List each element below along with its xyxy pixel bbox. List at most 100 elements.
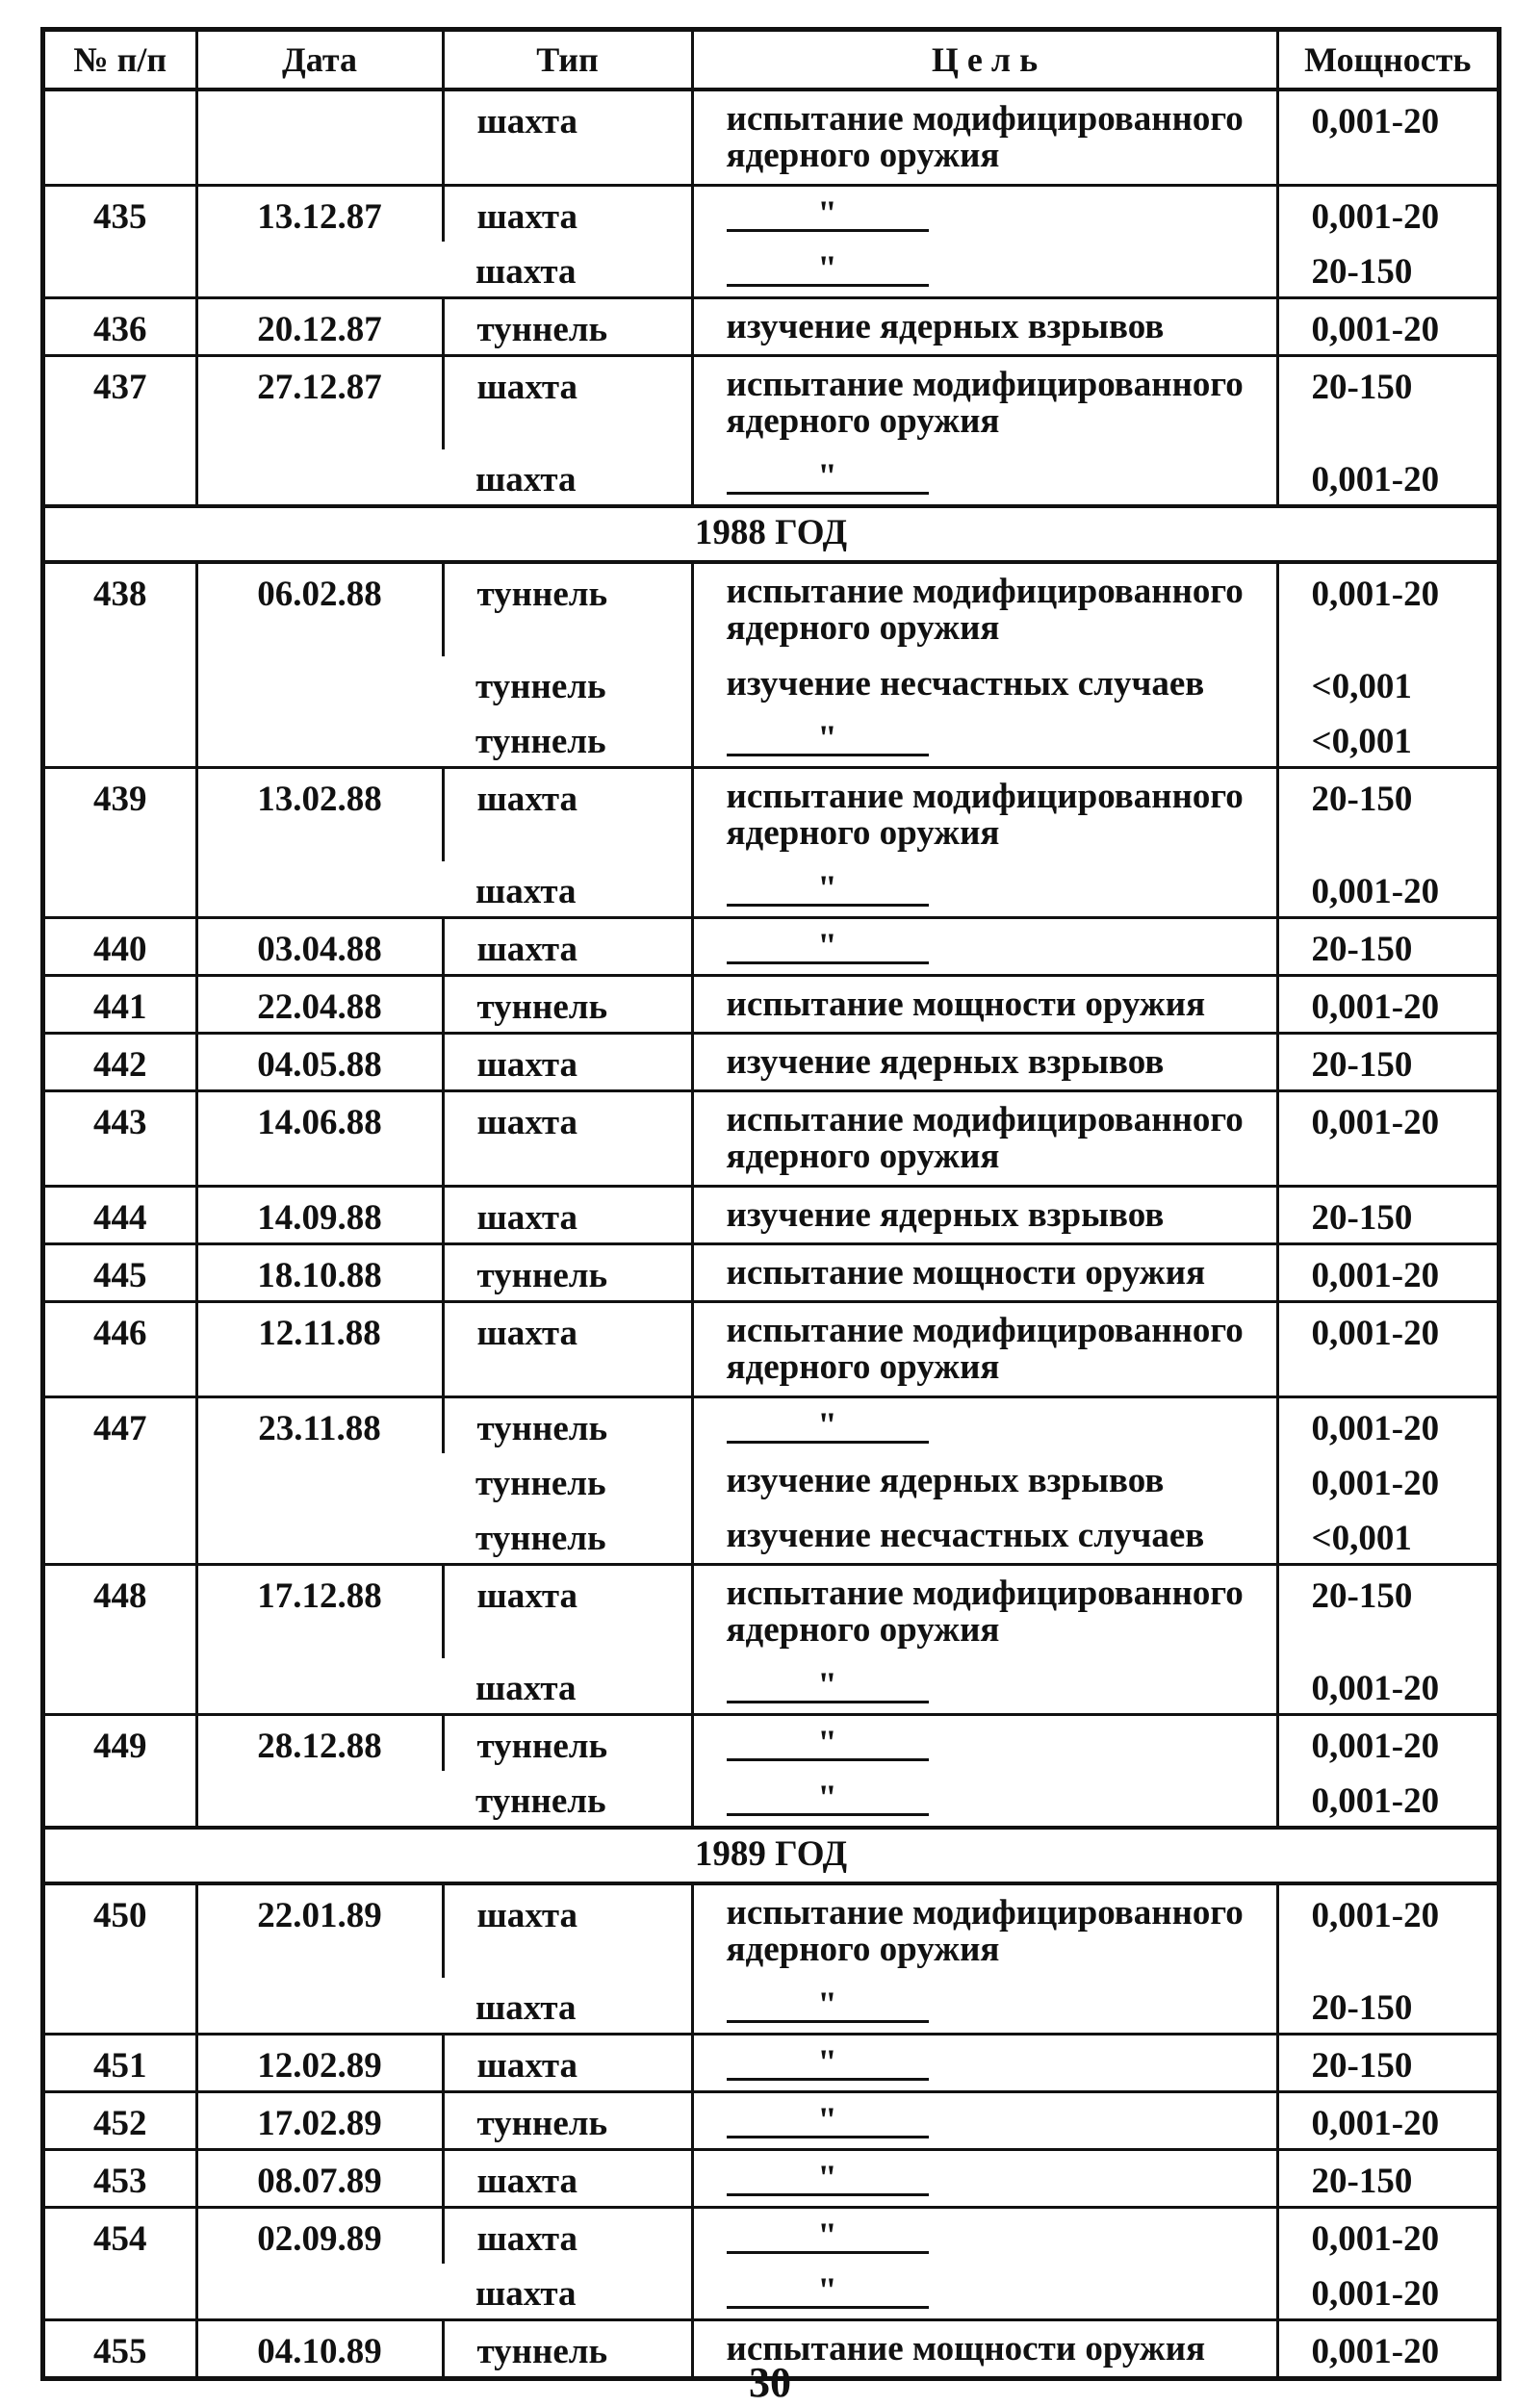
table-row: 453 08.07.89 шахта " 20-150 <box>45 2148 1497 2208</box>
test-goal: испытание модифицированного ядерного ору… <box>690 1089 1277 1187</box>
ditto-mark: " <box>726 2218 929 2254</box>
test-goal: испытание модифицированного ядерного ору… <box>690 766 1277 861</box>
test-type: шахта <box>441 1089 692 1187</box>
test-goal: " <box>690 449 1277 506</box>
table-row: 442 04.05.88 шахта изучение ядерных взрывов… <box>45 1032 1497 1091</box>
test-type: шахта <box>475 1988 577 2028</box>
test-number: 448 <box>45 1563 196 1715</box>
test-type: шахта <box>441 1032 692 1091</box>
table-row: шахта " 20-150 <box>45 242 1497 298</box>
year-header-row: 1989 ГОД <box>45 1826 1497 1885</box>
table-row: шахта " 0,001-20 <box>45 2264 1497 2320</box>
ditto-mark: " <box>726 1408 929 1444</box>
test-type: шахта <box>475 460 577 499</box>
test-number: 452 <box>45 2090 196 2150</box>
test-power: 20-150 <box>1275 2033 1497 2092</box>
table-row: туннель " <0,001 <box>45 711 1497 768</box>
header-date: Дата <box>194 32 443 91</box>
test-number: 443 <box>45 1089 196 1187</box>
test-goal: " <box>690 2206 1277 2264</box>
test-date: 04.05.88 <box>194 1032 443 1091</box>
test-goal: " <box>690 2264 1277 2320</box>
test-power: <0,001 <box>1275 1508 1497 1565</box>
test-type: шахта <box>475 252 577 292</box>
test-date: 04.10.89 <box>194 2318 443 2376</box>
test-power: 0,001-20 <box>1275 2206 1497 2264</box>
test-number: 446 <box>45 1300 196 1397</box>
table-row: туннель изучение несчастных случаев <0,001 <box>45 656 1497 711</box>
table-row: шахта испытание модифицированного ядерног… <box>45 88 1497 186</box>
test-type: шахта <box>441 1185 692 1244</box>
test-type: туннель <box>475 1519 606 1558</box>
test-type: туннель <box>441 296 692 356</box>
table-row: 435 13.12.87 шахта " 0,001-20 <box>45 184 1497 298</box>
table-row: 446 12.11.88 шахта испытание модифицированн… <box>45 1300 1497 1397</box>
test-table-container: № п/п Дата Тип Ц е л ь Мощность шахта исп… <box>40 27 1502 2381</box>
test-type: туннель <box>441 1713 692 1771</box>
test-power: 0,001-20 <box>1275 1242 1497 1302</box>
test-type: шахта <box>441 1300 692 1397</box>
table-row: 441 22.04.88 туннель испытание мощности ору… <box>45 974 1497 1034</box>
ditto-mark: " <box>726 2045 929 2081</box>
test-date: 22.04.88 <box>194 974 443 1034</box>
test-power: 0,001-20 <box>1275 2264 1497 2320</box>
table-row: шахта " 0,001-20 <box>45 1658 1497 1715</box>
test-goal: испытание модифицированного ядерного ору… <box>690 1882 1277 1978</box>
test-goal: " <box>690 916 1277 976</box>
test-type: шахта <box>441 1563 692 1658</box>
test-number: 444 <box>45 1185 196 1244</box>
test-power: 20-150 <box>1275 354 1497 449</box>
test-goal: " <box>690 1713 1277 1771</box>
table-row: шахта " 0,001-20 <box>45 449 1497 506</box>
test-date: 28.12.88 <box>194 1713 443 1828</box>
test-type: туннель <box>441 974 692 1034</box>
ditto-mark: " <box>726 1668 929 1703</box>
test-type: туннель <box>441 2318 692 2376</box>
test-type: туннель <box>441 2090 692 2150</box>
test-date: 20.12.87 <box>194 296 443 356</box>
table-row: 449 28.12.88 туннель " 0,001-20 <box>45 1713 1497 1828</box>
test-type: туннель <box>475 1781 606 1821</box>
ditto-mark: " <box>726 929 929 964</box>
test-goal: " <box>690 861 1277 918</box>
ditto-mark: " <box>726 251 929 287</box>
test-number: 450 <box>45 1882 196 2035</box>
test-date: 12.11.88 <box>194 1300 443 1397</box>
test-goal: " <box>690 711 1277 768</box>
test-power: 0,001-20 <box>1275 2090 1497 2150</box>
test-date: 27.12.87 <box>194 354 443 506</box>
test-type: шахта <box>441 2206 692 2264</box>
test-power: 0,001-20 <box>1275 861 1497 918</box>
test-date: 12.02.89 <box>194 2033 443 2092</box>
test-goal: " <box>690 2148 1277 2208</box>
table-row: 444 14.09.88 шахта изучение ядерных взрывов… <box>45 1185 1497 1244</box>
test-goal: испытание модифицированного ядерного ору… <box>690 354 1277 449</box>
test-power: 0,001-20 <box>1275 184 1497 242</box>
test-power: 0,001-20 <box>1275 1882 1497 1978</box>
test-type: шахта <box>441 916 692 976</box>
table-row: 436 20.12.87 туннель изучение ядерных взрыв… <box>45 296 1497 356</box>
test-goal: " <box>690 184 1277 242</box>
test-goal: изучение ядерных взрывов <box>690 296 1277 356</box>
test-goal: " <box>690 1658 1277 1715</box>
test-number: 449 <box>45 1713 196 1828</box>
ditto-mark: " <box>726 1987 929 2023</box>
test-date: 06.02.88 <box>194 560 443 768</box>
test-number <box>45 88 196 186</box>
test-date: 17.12.88 <box>194 1563 443 1715</box>
ditto-mark: " <box>726 1780 929 1816</box>
test-power: 20-150 <box>1275 1185 1497 1244</box>
test-type: туннель <box>475 667 606 706</box>
test-number: 442 <box>45 1032 196 1091</box>
test-number: 435 <box>45 184 196 298</box>
table-row: туннель " 0,001-20 <box>45 1771 1497 1828</box>
test-number: 438 <box>45 560 196 768</box>
test-power: 0,001-20 <box>1275 88 1497 186</box>
test-date: 23.11.88 <box>194 1396 443 1565</box>
ditto-mark: " <box>726 1726 929 1761</box>
test-goal: " <box>690 2033 1277 2092</box>
header-goal: Ц е л ь <box>690 32 1277 91</box>
test-goal: испытание мощности оружия <box>690 974 1277 1034</box>
table-row: шахта " 20-150 <box>45 1978 1497 2035</box>
test-type: туннель <box>441 560 692 656</box>
